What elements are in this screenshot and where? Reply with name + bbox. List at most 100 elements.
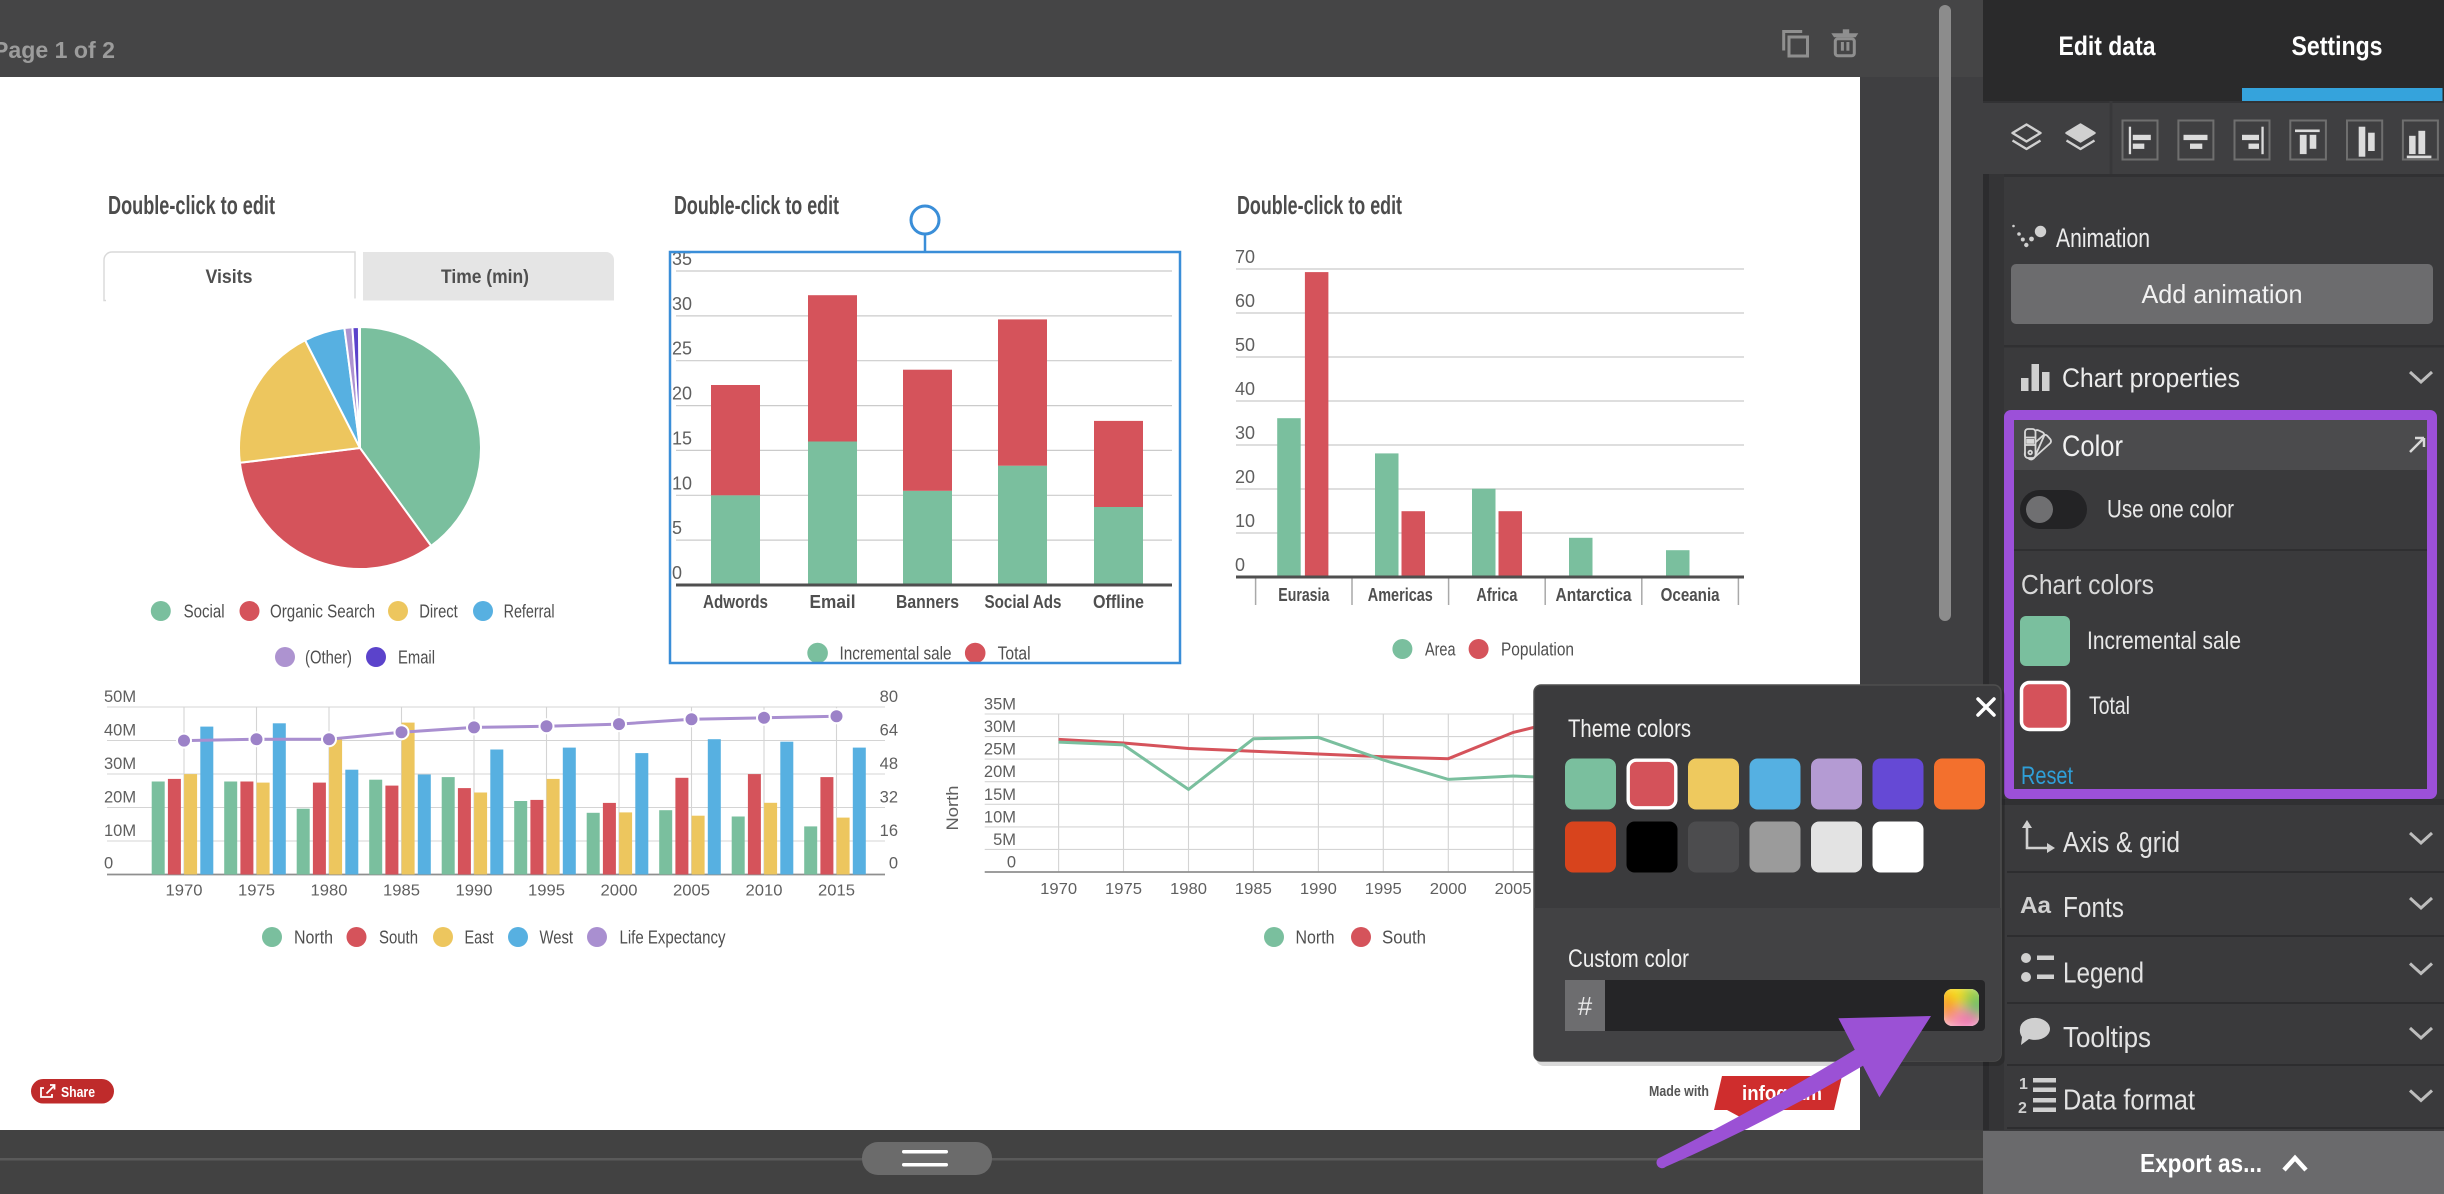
svg-text:1995: 1995 bbox=[528, 883, 565, 900]
svg-text:1970: 1970 bbox=[1040, 881, 1077, 898]
svg-text:Chart properties: Chart properties bbox=[2062, 363, 2240, 393]
svg-text:Banners: Banners bbox=[896, 592, 959, 612]
svg-text:60: 60 bbox=[1235, 291, 1255, 311]
svg-text:Email: Email bbox=[398, 648, 435, 668]
svg-text:2000: 2000 bbox=[601, 883, 638, 900]
svg-text:1980: 1980 bbox=[1170, 881, 1207, 898]
svg-text:Population: Population bbox=[1501, 640, 1574, 660]
svg-text:Double-click to edit: Double-click to edit bbox=[108, 190, 275, 220]
svg-text:Color: Color bbox=[2062, 430, 2123, 463]
svg-text:Share: Share bbox=[61, 1084, 95, 1101]
svg-text:Total: Total bbox=[2089, 692, 2130, 720]
svg-text:Visits: Visits bbox=[206, 267, 253, 288]
svg-text:70: 70 bbox=[1235, 247, 1255, 267]
svg-text:35: 35 bbox=[672, 249, 692, 269]
svg-text:Edit data: Edit data bbox=[2059, 31, 2157, 61]
svg-text:Total: Total bbox=[998, 644, 1031, 664]
svg-text:64: 64 bbox=[880, 722, 898, 740]
svg-text:1985: 1985 bbox=[1235, 881, 1272, 898]
svg-text:80: 80 bbox=[880, 688, 898, 706]
svg-text:North: North bbox=[294, 928, 333, 948]
svg-text:Incremental sale: Incremental sale bbox=[2087, 627, 2241, 655]
svg-text:0: 0 bbox=[104, 855, 113, 873]
svg-text:50M: 50M bbox=[104, 688, 136, 706]
svg-text:Animation: Animation bbox=[2056, 223, 2150, 253]
svg-text:30: 30 bbox=[1235, 423, 1255, 443]
svg-text:Page 1 of 2: Page 1 of 2 bbox=[0, 37, 115, 63]
svg-text:0: 0 bbox=[889, 855, 898, 873]
svg-text:40M: 40M bbox=[104, 722, 136, 740]
svg-text:Add animation: Add animation bbox=[2142, 279, 2303, 309]
svg-text:East: East bbox=[465, 928, 494, 948]
svg-text:15M: 15M bbox=[984, 786, 1016, 804]
svg-text:Chart colors: Chart colors bbox=[2021, 569, 2154, 600]
svg-text:West: West bbox=[540, 928, 574, 948]
svg-text:2005: 2005 bbox=[1495, 881, 1532, 898]
svg-text:Social: Social bbox=[184, 602, 225, 622]
svg-text:Life Expectancy: Life Expectancy bbox=[620, 928, 726, 948]
svg-text:Area: Area bbox=[1425, 640, 1456, 660]
svg-text:0: 0 bbox=[672, 563, 682, 583]
svg-text:Legend: Legend bbox=[2063, 958, 2144, 990]
svg-text:Direct: Direct bbox=[419, 602, 458, 622]
svg-text:10M: 10M bbox=[104, 822, 136, 840]
svg-text:Tooltips: Tooltips bbox=[2063, 1022, 2151, 1054]
svg-text:Email: Email bbox=[810, 592, 856, 612]
svg-text:Oceania: Oceania bbox=[1661, 585, 1721, 605]
svg-text:1980: 1980 bbox=[311, 883, 348, 900]
svg-text:5M: 5M bbox=[993, 831, 1016, 849]
svg-text:Reset: Reset bbox=[2021, 762, 2073, 790]
svg-text:2: 2 bbox=[2018, 1100, 2027, 1117]
svg-text:Aa: Aa bbox=[2020, 892, 2051, 918]
svg-text:48: 48 bbox=[880, 755, 898, 773]
svg-text:20: 20 bbox=[672, 384, 692, 404]
svg-text:Incremental sale: Incremental sale bbox=[840, 644, 952, 664]
svg-text:Antarctica: Antarctica bbox=[1556, 585, 1633, 605]
svg-text:Theme colors: Theme colors bbox=[1568, 715, 1691, 743]
svg-text:15: 15 bbox=[672, 428, 692, 448]
svg-text:20M: 20M bbox=[104, 789, 136, 807]
svg-text:30M: 30M bbox=[984, 718, 1016, 736]
svg-text:20M: 20M bbox=[984, 763, 1016, 781]
svg-text:Eurasia: Eurasia bbox=[1278, 585, 1330, 605]
svg-text:(Other): (Other) bbox=[305, 648, 352, 668]
svg-text:Custom color: Custom color bbox=[1568, 945, 1689, 973]
svg-text:25: 25 bbox=[672, 339, 692, 359]
svg-text:Offline: Offline bbox=[1093, 592, 1144, 612]
svg-text:2010: 2010 bbox=[746, 883, 783, 900]
svg-text:1970: 1970 bbox=[166, 883, 203, 900]
svg-text:30M: 30M bbox=[104, 755, 136, 773]
svg-text:South: South bbox=[379, 928, 418, 948]
svg-text:0: 0 bbox=[1235, 555, 1245, 575]
svg-text:Fonts: Fonts bbox=[2063, 892, 2124, 924]
svg-text:Use one color: Use one color bbox=[2107, 496, 2234, 524]
svg-text:Settings: Settings bbox=[2292, 31, 2383, 61]
svg-text:Adwords: Adwords bbox=[703, 592, 768, 612]
svg-text:1995: 1995 bbox=[1365, 881, 1402, 898]
svg-text:35M: 35M bbox=[984, 696, 1016, 714]
svg-text:1: 1 bbox=[2019, 1076, 2028, 1093]
svg-text:Double-click to edit: Double-click to edit bbox=[674, 190, 839, 220]
svg-text:Axis & grid: Axis & grid bbox=[2063, 827, 2180, 859]
svg-text:North: North bbox=[1296, 928, 1335, 948]
svg-text:Export as...: Export as... bbox=[2140, 1148, 2262, 1178]
svg-text:1975: 1975 bbox=[1105, 881, 1142, 898]
svg-text:#: # bbox=[1578, 991, 1593, 1021]
svg-text:2005: 2005 bbox=[673, 883, 710, 900]
svg-text:10M: 10M bbox=[984, 808, 1016, 826]
svg-text:1990: 1990 bbox=[456, 883, 493, 900]
svg-text:Time (min): Time (min) bbox=[441, 267, 529, 288]
svg-text:Made with: Made with bbox=[1649, 1083, 1709, 1100]
svg-text:40: 40 bbox=[1235, 379, 1255, 399]
svg-text:Social Ads: Social Ads bbox=[985, 592, 1062, 612]
svg-text:16: 16 bbox=[880, 822, 898, 840]
svg-text:20: 20 bbox=[1235, 467, 1255, 487]
svg-text:Data format: Data format bbox=[2063, 1085, 2195, 1117]
svg-text:1975: 1975 bbox=[238, 883, 275, 900]
svg-text:50: 50 bbox=[1235, 335, 1255, 355]
svg-text:1985: 1985 bbox=[383, 883, 420, 900]
svg-text:10: 10 bbox=[672, 473, 692, 493]
svg-text:10: 10 bbox=[1235, 511, 1255, 531]
svg-text:Organic Search: Organic Search bbox=[270, 602, 375, 622]
svg-text:2000: 2000 bbox=[1430, 881, 1467, 898]
